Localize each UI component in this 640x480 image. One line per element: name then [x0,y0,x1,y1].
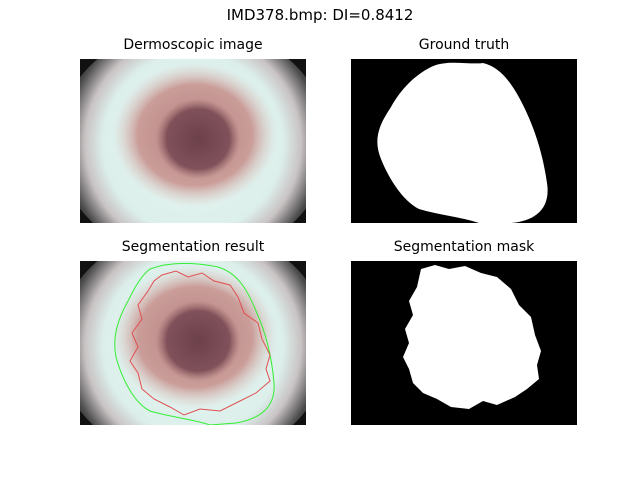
panel-title-segmentation-mask: Segmentation mask [393,239,535,255]
segmentation-region [403,265,541,409]
ground-truth-contour [114,263,275,425]
panel-title-ground-truth: Ground truth [418,37,510,53]
panel-title-dermoscopic-image: Dermoscopic image [123,37,263,53]
segmentation-mask-panel [351,261,577,425]
ground-truth-mask [351,59,577,223]
figure-title: IMD378.bmp: DI=0.8412 [226,6,414,24]
lesion-core [156,99,240,179]
predicted-contour [129,270,271,416]
dermoscopic-image [80,59,306,223]
segmentation-result-panel [80,261,306,425]
dermoscopic-image-panel [80,59,306,223]
lesion-core [156,301,240,381]
panel-title-segmentation-result: Segmentation result [121,239,265,255]
ground-truth-region [377,62,548,223]
ground-truth-panel [351,59,577,223]
segmentation-mask [351,261,577,425]
segmentation-result-image [80,261,306,425]
